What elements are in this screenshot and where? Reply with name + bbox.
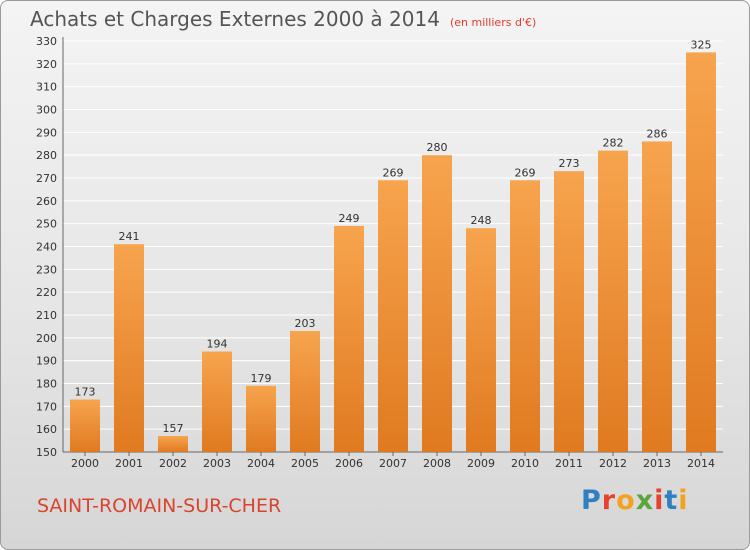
y-tick-label: 310 [36, 81, 57, 94]
y-tick-label: 160 [36, 423, 57, 436]
y-tick-label: 250 [36, 218, 57, 231]
x-tick-label: 2001 [115, 457, 143, 470]
bar-value-label: 282 [603, 137, 624, 150]
y-tick-label: 330 [36, 35, 57, 48]
bar-value-label: 249 [339, 212, 360, 225]
x-tick-label: 2007 [379, 457, 407, 470]
x-tick-label: 2009 [467, 457, 495, 470]
bar-value-label: 286 [647, 127, 668, 140]
x-tick-label: 2013 [643, 457, 671, 470]
x-tick-label: 2008 [423, 457, 451, 470]
bar-value-label: 173 [75, 385, 96, 398]
bar [554, 171, 584, 452]
chart-title-text: Achats et Charges Externes 2000 à 2014 [30, 7, 440, 31]
bar-value-label: 157 [163, 422, 184, 435]
bar [70, 399, 100, 452]
y-tick-label: 240 [36, 241, 57, 254]
y-tick-label: 180 [36, 378, 57, 391]
logo-letter: P [581, 485, 602, 516]
bar [290, 330, 320, 452]
chart-unit: (en milliers d'€) [449, 16, 537, 29]
bar-value-label: 241 [119, 230, 140, 243]
y-tick-label: 280 [36, 149, 57, 162]
bar [202, 351, 232, 452]
x-tick-label: 2006 [335, 457, 363, 470]
bar [334, 225, 364, 452]
bar-value-label: 203 [295, 317, 316, 330]
x-tick-label: 2002 [159, 457, 187, 470]
bar [642, 141, 672, 452]
bar-value-label: 269 [383, 166, 404, 179]
y-tick-label: 320 [36, 58, 57, 71]
y-tick-label: 260 [36, 195, 57, 208]
bar-value-label: 269 [515, 166, 536, 179]
y-tick-label: 150 [36, 446, 57, 459]
bar [598, 150, 628, 452]
y-tick-label: 200 [36, 332, 57, 345]
y-tick-label: 270 [36, 172, 57, 185]
y-tick-label: 290 [36, 126, 57, 139]
y-tick-label: 300 [36, 104, 57, 117]
proxiti-logo: Proxiti [581, 485, 689, 516]
logo-letter: o [616, 485, 636, 516]
bar [114, 244, 144, 452]
x-tick-label: 2005 [291, 457, 319, 470]
y-tick-label: 170 [36, 400, 57, 413]
bar [422, 155, 452, 452]
y-tick-label: 230 [36, 263, 57, 276]
x-tick-label: 2012 [599, 457, 627, 470]
y-tick-label: 190 [36, 355, 57, 368]
x-tick-label: 2003 [203, 457, 231, 470]
commune-name: SAINT-ROMAIN-SUR-CHER [37, 495, 282, 517]
y-tick-label: 210 [36, 309, 57, 322]
x-tick-label: 2010 [511, 457, 539, 470]
x-tick-label: 2011 [555, 457, 583, 470]
x-tick-label: 2000 [71, 457, 99, 470]
bar-value-label: 273 [559, 157, 580, 170]
bar-value-label: 280 [427, 141, 448, 154]
y-tick-label: 220 [36, 286, 57, 299]
x-tick-label: 2014 [687, 457, 715, 470]
bar [378, 180, 408, 453]
chart-title: Achats et Charges Externes 2000 à 2014 (e… [30, 7, 536, 31]
bar [158, 436, 188, 452]
logo-letter: i [654, 485, 665, 516]
bar [510, 180, 540, 453]
bar-value-label: 179 [251, 372, 272, 385]
x-tick-label: 2004 [247, 457, 275, 470]
bar [246, 385, 276, 452]
logo-letter: t [664, 485, 679, 516]
bar-value-label: 325 [691, 38, 712, 51]
bar-value-label: 194 [207, 338, 228, 351]
logo-letter: r [601, 485, 617, 516]
bar [686, 52, 716, 453]
logo-letter: x [635, 485, 655, 516]
bar-value-label: 248 [471, 214, 492, 227]
logo-letter: i [678, 485, 689, 516]
bar [466, 228, 496, 452]
